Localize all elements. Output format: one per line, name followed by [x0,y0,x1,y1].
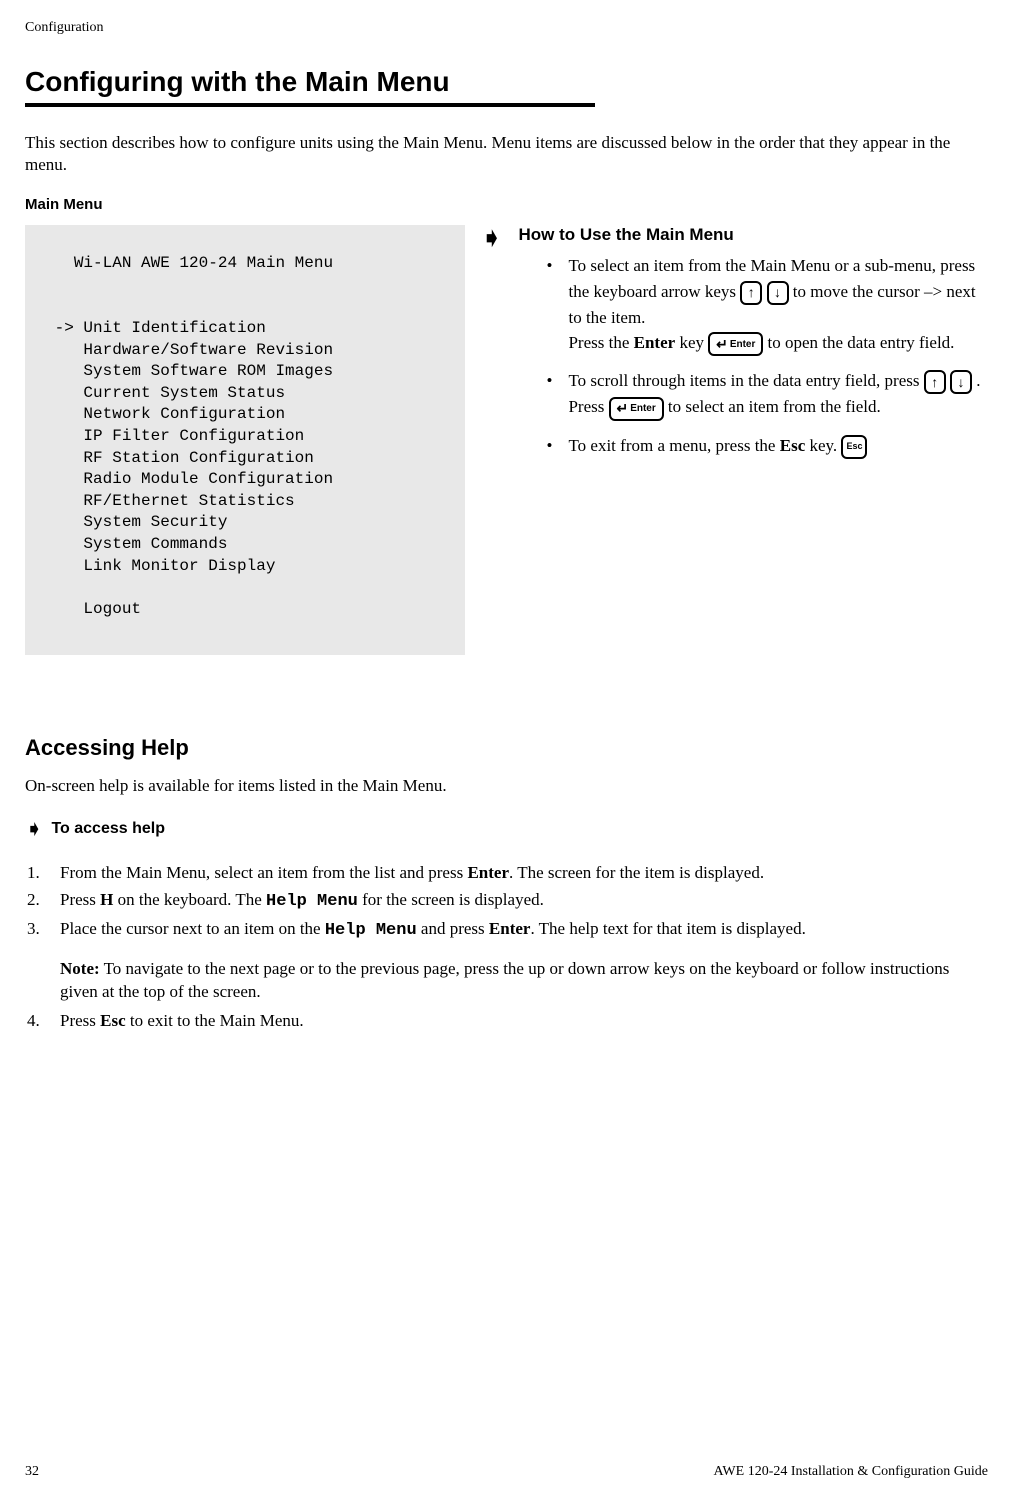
to-access-label: To access help [51,820,165,838]
header-chapter: Configuration [25,20,988,36]
main-menu-box: Wi-LAN AWE 120-24 Main Menu -> Unit Iden… [25,225,465,655]
help-step-3: Place the cursor next to an item on the … [55,918,988,1004]
up-arrow-key-icon: ↑ [740,281,762,305]
down-arrow-key-icon: ↓ [950,370,972,394]
intro-text: This section describes how to configure … [25,132,988,176]
help-step-2: Press H on the keyboard. The Help Menu f… [55,889,988,914]
help-intro: On-screen help is available for items li… [25,776,988,796]
to-access-row: ➧ To access help [25,816,988,842]
page-footer: 32 AWE 120-24 Installation & Configurati… [25,1464,988,1480]
enter-key-icon: Enter [609,397,664,421]
help-note: Note: To navigate to the next page or to… [60,958,988,1004]
page: Configuration Configuring with the Main … [0,0,1013,1500]
help-step-1: From the Main Menu, select an item from … [55,862,988,885]
title-rule [25,103,595,107]
down-arrow-key-icon: ↓ [767,281,789,305]
how-to-column: How to Use the Main Menu To select an it… [518,225,988,470]
help-step-4: Press Esc to exit to the Main Menu. [55,1010,988,1033]
esc-key-icon: Esc [841,435,867,459]
how-bullet-2: To scroll through items in the data entr… [568,368,988,420]
pointer-arrow-icon: ➧ [25,816,43,842]
up-arrow-key-icon: ↑ [924,370,946,394]
help-section-title: Accessing Help [25,735,988,761]
how-bullet-1: To select an item from the Main Menu or … [568,253,988,356]
menu-and-help-row: Wi-LAN AWE 120-24 Main Menu -> Unit Iden… [25,225,988,655]
help-steps: From the Main Menu, select an item from … [25,862,988,1033]
page-number: 32 [25,1464,39,1480]
how-title: How to Use the Main Menu [518,225,988,245]
how-bullet-3: To exit from a menu, press the Esc key. … [568,433,988,459]
enter-key-icon: Enter [708,332,763,356]
how-bullets: To select an item from the Main Menu or … [518,253,988,458]
menu-box-title: Wi-LAN AWE 120-24 Main Menu -> Unit Iden… [45,254,333,618]
doc-title-footer: AWE 120-24 Installation & Configuration … [713,1464,988,1480]
page-title: Configuring with the Main Menu [25,66,988,98]
pointer-arrow-icon: ➧ [480,221,503,255]
menu-label: Main Menu [25,196,988,213]
